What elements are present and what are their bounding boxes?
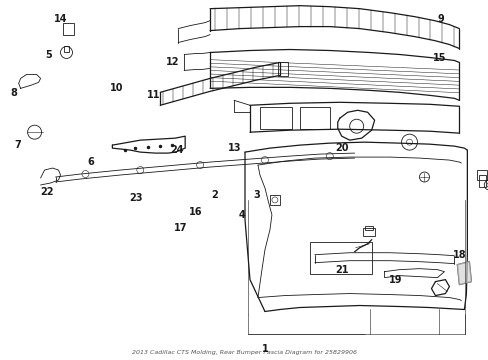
- Text: 14: 14: [54, 14, 67, 24]
- Bar: [309, 242, 371, 274]
- Text: 20: 20: [334, 143, 348, 153]
- Text: 7: 7: [14, 140, 21, 150]
- Text: 2013 Cadillac CTS Molding, Rear Bumper Fascia Diagram for 25829906: 2013 Cadillac CTS Molding, Rear Bumper F…: [132, 350, 357, 355]
- Text: 2: 2: [211, 190, 218, 200]
- Bar: [63, 45, 69, 53]
- Polygon shape: [456, 262, 470, 285]
- Text: 22: 22: [40, 187, 53, 197]
- Text: 16: 16: [189, 207, 203, 217]
- Bar: [478, 175, 486, 187]
- Text: 6: 6: [87, 157, 94, 167]
- Text: 15: 15: [432, 54, 445, 63]
- Text: 3: 3: [253, 190, 260, 200]
- Bar: [62, 23, 74, 35]
- Text: 17: 17: [174, 223, 187, 233]
- Text: 21: 21: [334, 265, 348, 275]
- Text: 24: 24: [170, 145, 183, 155]
- Text: 5: 5: [45, 50, 52, 60]
- Bar: [364, 226, 372, 230]
- Text: 10: 10: [109, 84, 123, 93]
- Bar: [277, 62, 287, 76]
- Text: 19: 19: [388, 275, 402, 285]
- Bar: [299, 107, 329, 129]
- Bar: [260, 107, 291, 129]
- Text: 1: 1: [261, 345, 268, 354]
- Text: 9: 9: [436, 14, 443, 24]
- Bar: [476, 170, 487, 180]
- Bar: [362, 228, 374, 236]
- Text: 18: 18: [452, 250, 465, 260]
- Text: 4: 4: [238, 210, 245, 220]
- Bar: [269, 195, 279, 205]
- Text: 13: 13: [228, 143, 241, 153]
- Text: 8: 8: [10, 88, 17, 98]
- Text: 12: 12: [165, 58, 179, 67]
- Text: 23: 23: [129, 193, 143, 203]
- Text: 11: 11: [146, 90, 160, 100]
